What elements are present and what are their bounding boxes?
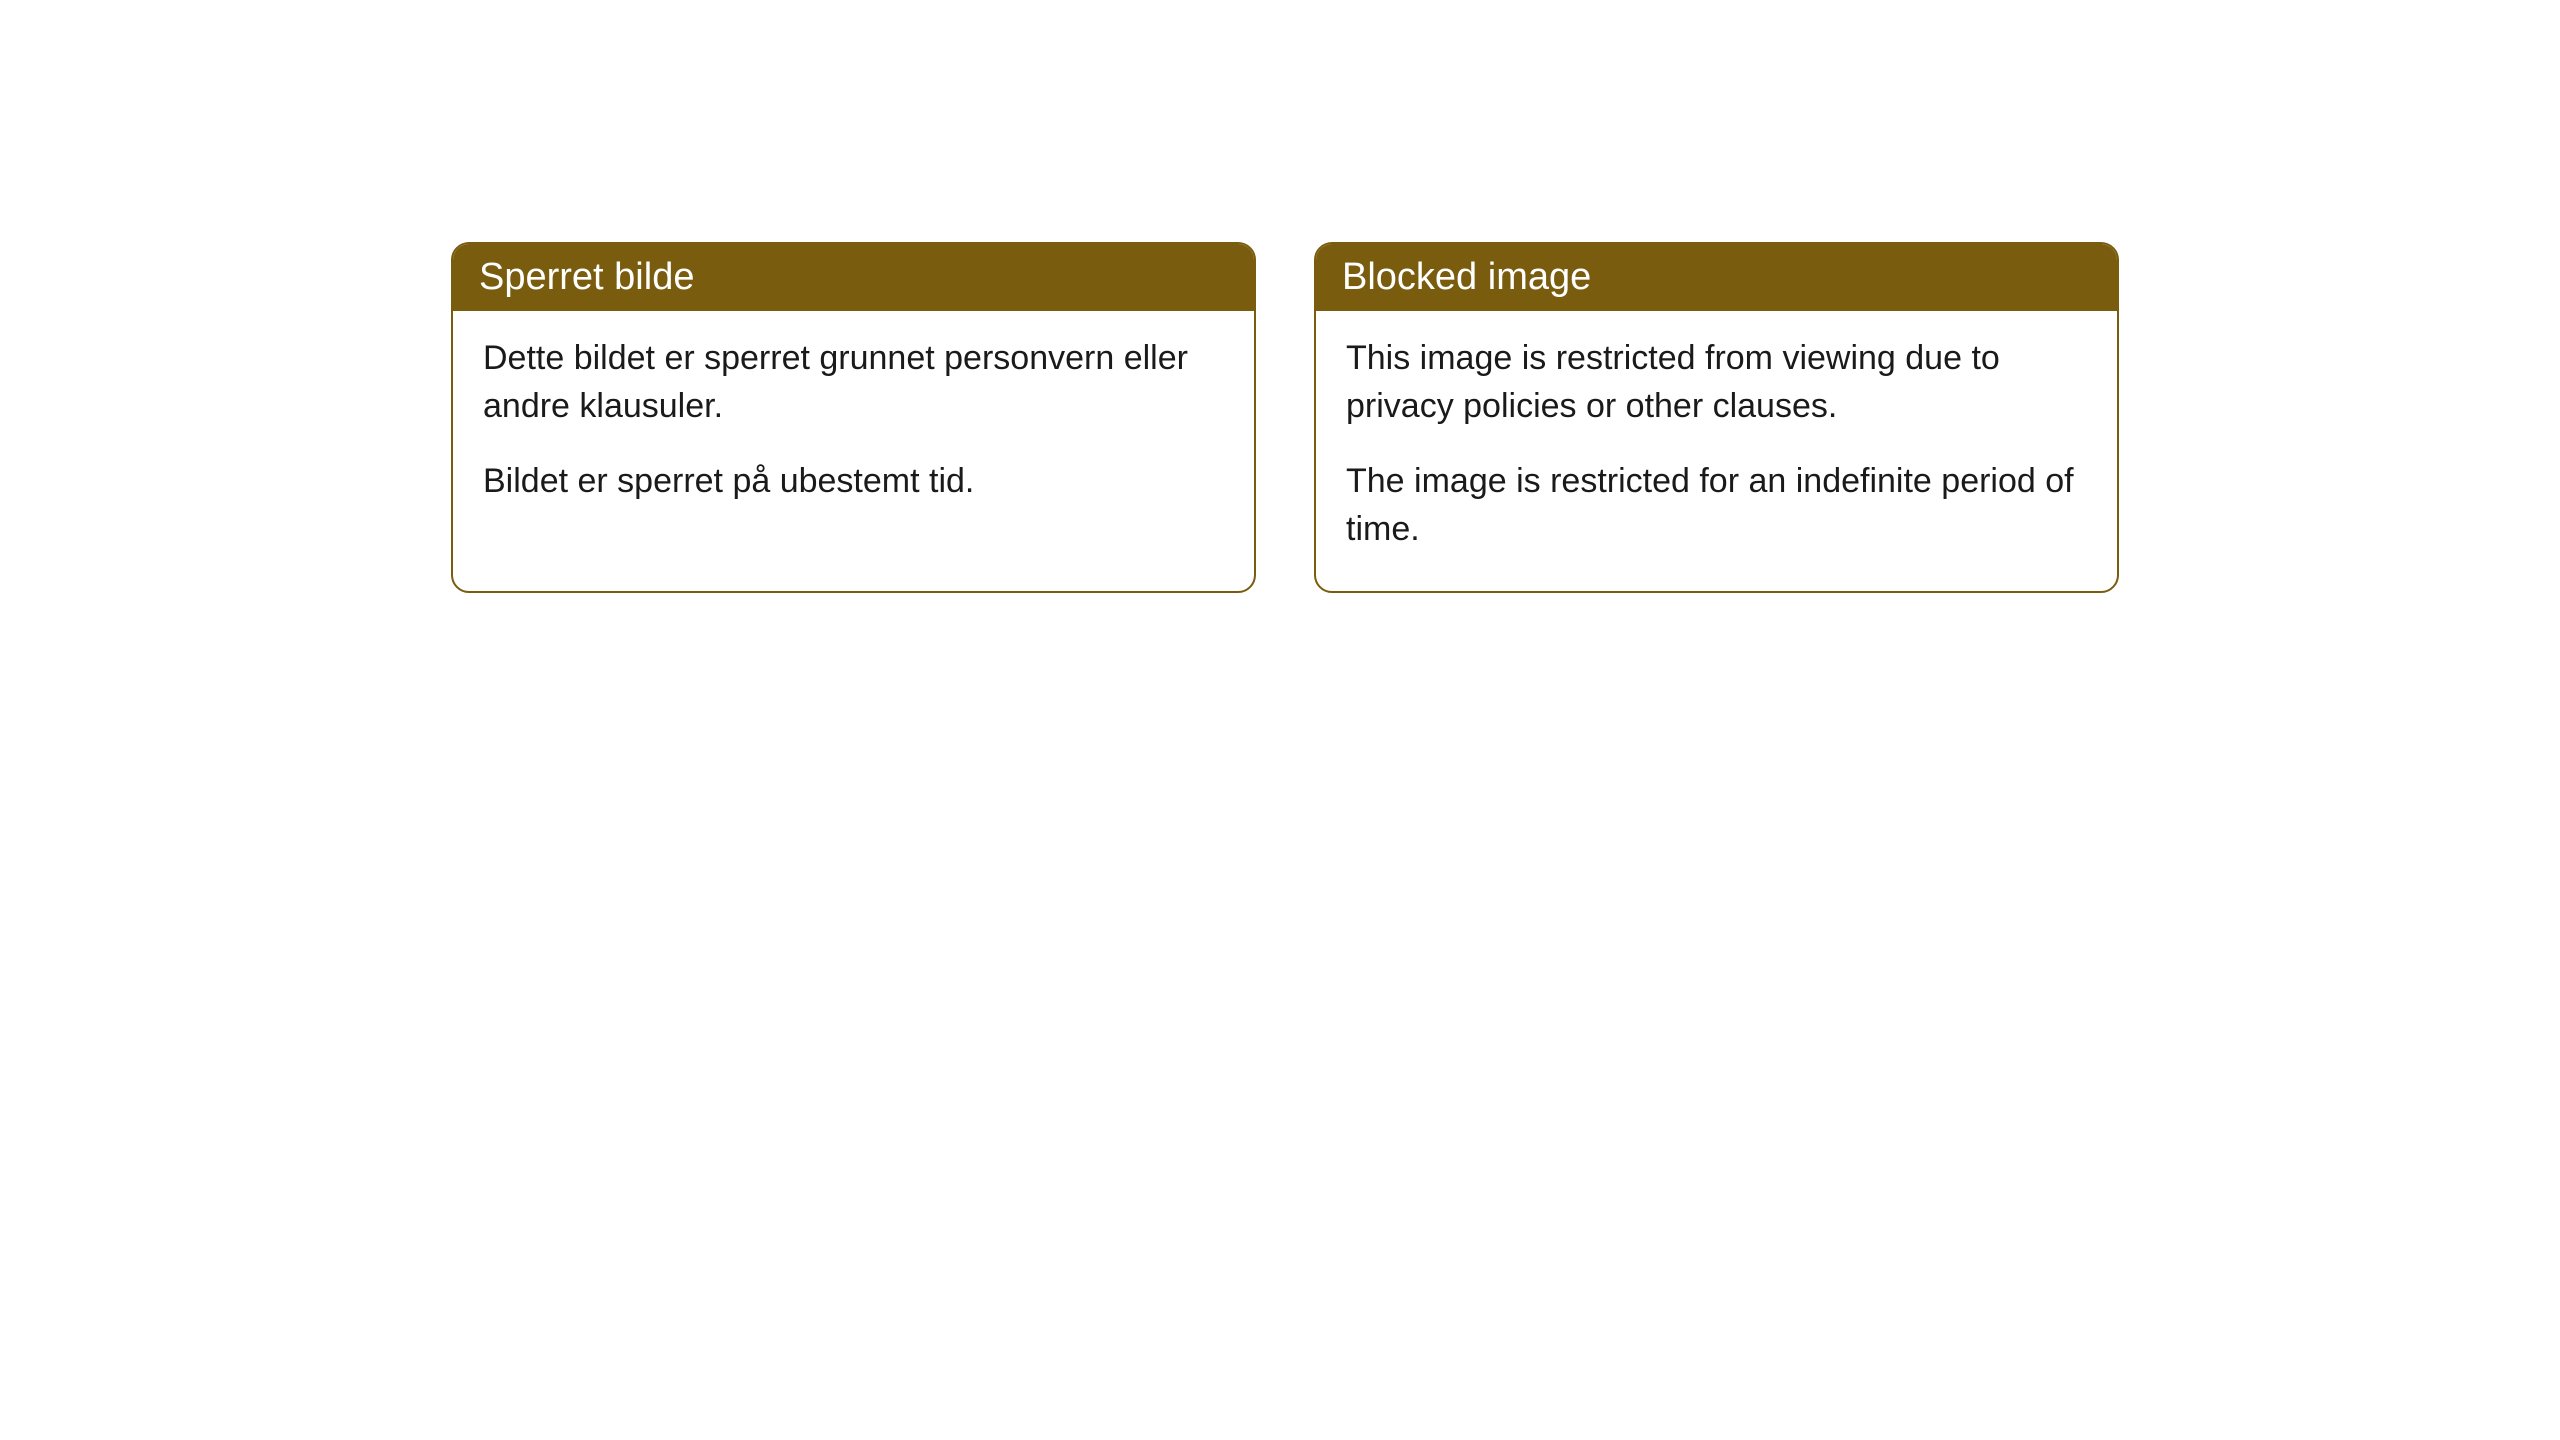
card-paragraph-2: Bildet er sperret på ubestemt tid. — [483, 458, 1224, 506]
card-body: This image is restricted from viewing du… — [1316, 311, 2117, 591]
card-paragraph-1: This image is restricted from viewing du… — [1346, 335, 2087, 430]
card-body: Dette bildet er sperret grunnet personve… — [453, 311, 1254, 544]
cards-container: Sperret bilde Dette bildet er sperret gr… — [0, 0, 2560, 593]
blocked-image-card-norwegian: Sperret bilde Dette bildet er sperret gr… — [451, 242, 1256, 593]
card-title: Blocked image — [1342, 256, 1591, 298]
card-title: Sperret bilde — [479, 256, 694, 298]
card-header: Blocked image — [1316, 244, 2117, 311]
blocked-image-card-english: Blocked image This image is restricted f… — [1314, 242, 2119, 593]
card-header: Sperret bilde — [453, 244, 1254, 311]
card-paragraph-2: The image is restricted for an indefinit… — [1346, 458, 2087, 553]
card-paragraph-1: Dette bildet er sperret grunnet personve… — [483, 335, 1224, 430]
